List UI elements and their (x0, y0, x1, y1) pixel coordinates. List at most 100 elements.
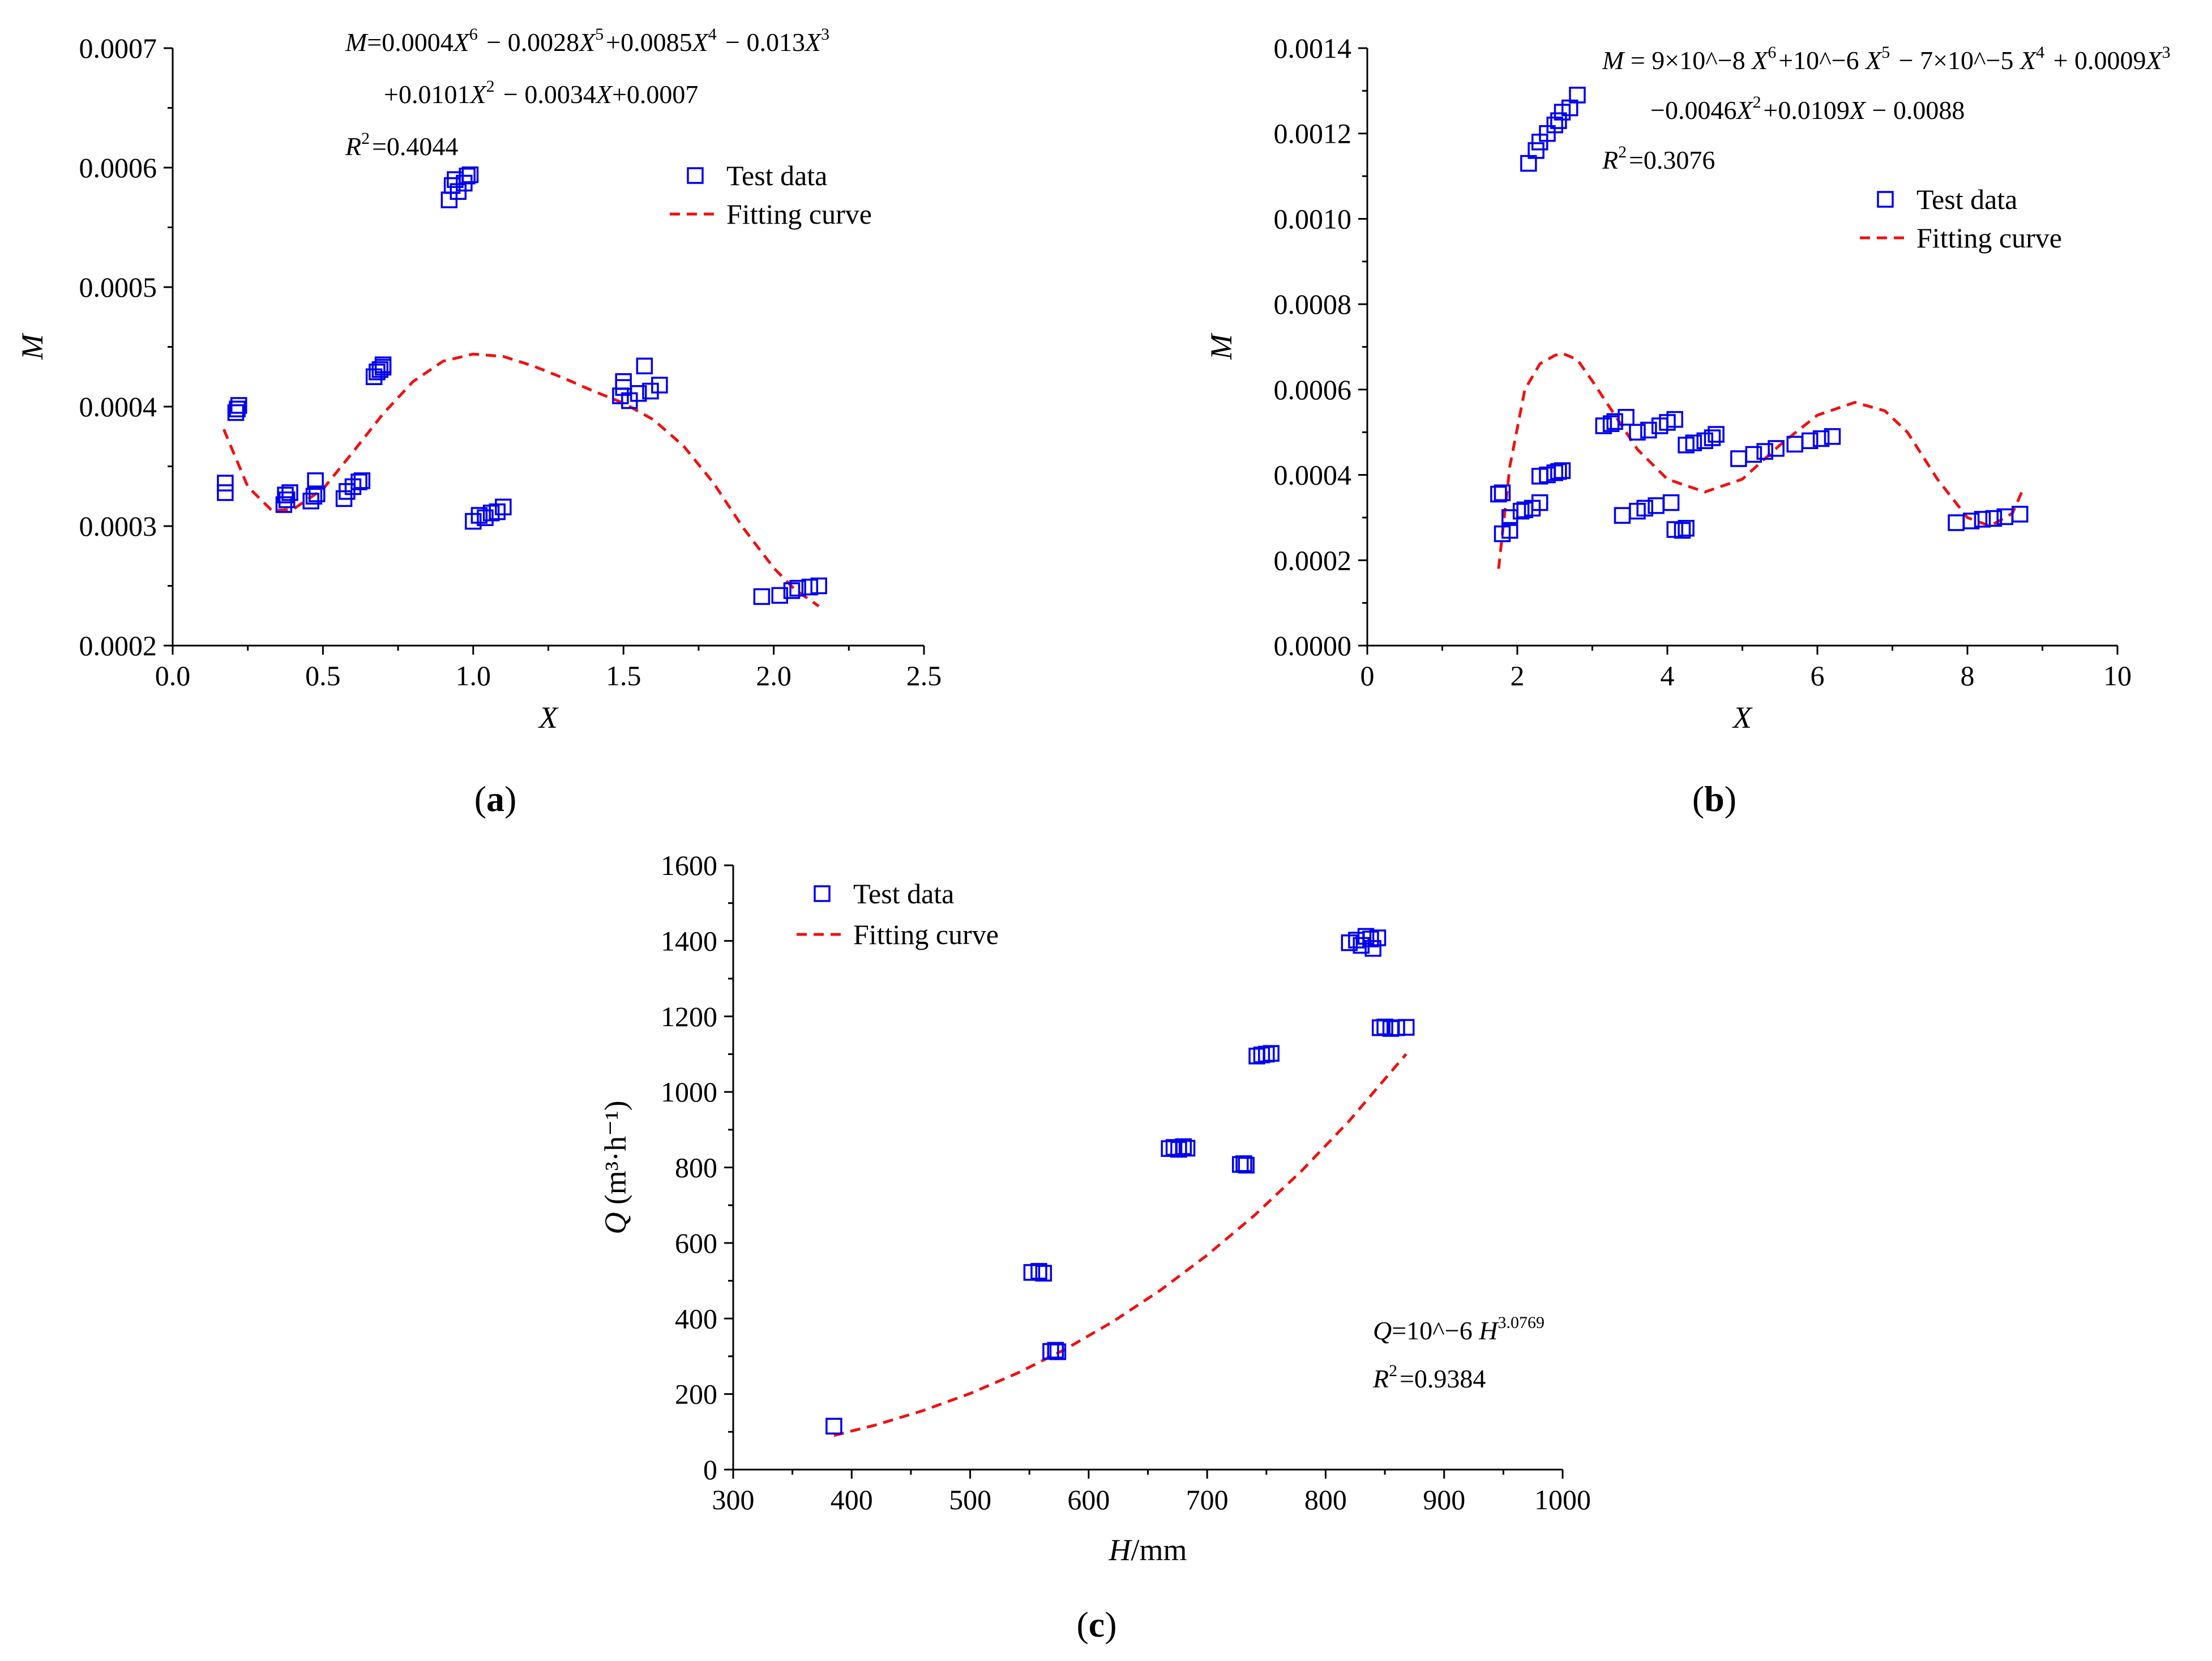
data-point (1662, 494, 1680, 511)
data-point (1554, 462, 1571, 479)
data-point (1388, 1019, 1405, 1036)
data-point (440, 191, 458, 208)
fitting-curve (1497, 352, 2025, 569)
y-tick-label: 400 (675, 1303, 717, 1334)
data-point (1685, 434, 1702, 451)
legend-marker-test-data (814, 885, 831, 902)
data-point (230, 397, 247, 414)
data-point (1263, 1045, 1280, 1062)
data-point (305, 488, 323, 505)
data-point (1640, 421, 1657, 439)
y-tick-label: 0.0008 (1274, 288, 1352, 320)
fit-equation-line: R2 =0.4044 (345, 129, 458, 161)
data-point (1235, 1155, 1252, 1172)
data-point (459, 168, 476, 185)
data-point (1376, 1018, 1393, 1036)
x-tick-label: 300 (712, 1484, 755, 1515)
data-point (636, 357, 653, 375)
data-point (1178, 1139, 1196, 1157)
data-point (1165, 1139, 1183, 1156)
x-tick-label: 700 (1186, 1484, 1229, 1515)
x-tick-label: 0 (1360, 660, 1375, 691)
data-point (1494, 484, 1511, 501)
fitting-curve (222, 352, 820, 608)
data-point (1948, 514, 1965, 531)
y-axis-label: Q (m³·h⁻¹) (598, 1100, 632, 1234)
x-tick-label: 500 (949, 1484, 991, 1515)
data-point (374, 356, 392, 373)
legend-label-fitting-curve: Fitting curve (853, 919, 999, 950)
data-point (350, 473, 367, 490)
legend-label-test-data: Test data (726, 160, 827, 191)
y-tick-label: 0 (703, 1454, 717, 1485)
legend-label-fitting-curve: Fitting curve (726, 198, 872, 230)
panel-label: (c) (1076, 1604, 1116, 1645)
y-tick-label: 0.0010 (1274, 203, 1352, 234)
data-point (353, 472, 371, 489)
data-point (1618, 409, 1635, 426)
y-tick-label: 0.0007 (79, 32, 157, 64)
legend-marker-test-data (687, 167, 704, 184)
fit-equation-line: R2 =0.3076 (1602, 143, 1715, 174)
data-point (443, 177, 461, 194)
y-axis-label: M (15, 332, 49, 360)
panel-a: 0.0 0.5 1.0 1.5 2.0 2.5 0.0002 0.0003 0.0004 0.00… (15, 25, 942, 819)
y-tick-label: 0.0014 (1274, 32, 1352, 64)
data-point (1531, 494, 1548, 511)
data-point (495, 498, 512, 515)
fit-equation-line: +0.0101X2 − 0.0034X+0.0007 (384, 77, 698, 109)
data-point (277, 486, 294, 503)
panel-label: (a) (474, 779, 517, 819)
data-point (1569, 87, 1586, 104)
fit-equation-line: M=0.0004X6 − 0.0028X5 +0.0085X4 − 0.013X… (345, 25, 832, 57)
y-axis-label: M (1204, 332, 1238, 360)
y-tick-label: 0.0003 (79, 510, 157, 542)
panel-label: (b) (1692, 779, 1736, 819)
data-point (477, 509, 494, 526)
x-axis-label: X (1732, 701, 1753, 735)
x-tick-label: 10 (2103, 660, 2132, 691)
x-tick-label: 1.0 (456, 660, 491, 691)
y-tick-label: 0.0012 (1274, 118, 1352, 150)
data-point (461, 166, 479, 183)
y-tick-label: 0.0005 (79, 271, 157, 303)
data-point (1047, 1342, 1064, 1359)
data-point (1501, 522, 1518, 539)
data-point (1161, 1140, 1178, 1157)
x-tick-label: 400 (831, 1484, 873, 1515)
data-point (1614, 507, 1631, 524)
data-point (1756, 443, 1773, 460)
panel-b: 0 2 4 6 8 10 0.0000 0.0002 0.0004 0.0006 0.0008 0.0… (1204, 32, 2171, 819)
x-tick-label: 6 (1811, 660, 1825, 691)
data-point (229, 400, 246, 417)
data-point (1786, 435, 1803, 453)
data-point (1364, 940, 1381, 957)
data-point (615, 373, 632, 390)
data-point (1674, 522, 1691, 539)
data-point (1030, 1263, 1047, 1280)
x-tick-label: 2.0 (756, 660, 791, 691)
data-point (1708, 426, 1725, 443)
data-point (1238, 1156, 1255, 1174)
data-point (783, 582, 801, 599)
data-point (1678, 520, 1695, 537)
x-tick-label: 1000 (1534, 1484, 1591, 1515)
data-point (482, 505, 500, 522)
y-tick-label: 1600 (661, 849, 717, 881)
x-tick-label: 600 (1067, 1484, 1110, 1515)
y-tick-label: 800 (675, 1152, 717, 1184)
fit-equation-line: Q=10^−6 H3.0769 (1373, 1313, 1547, 1345)
data-point (275, 496, 293, 513)
data-point (753, 588, 771, 605)
y-tick-label: 0.0004 (1274, 459, 1352, 491)
y-tick-label: 0.0000 (1274, 630, 1352, 661)
y-tick-label: 1400 (661, 925, 717, 957)
x-tick-label: 0.5 (305, 660, 341, 691)
data-point (1371, 1019, 1389, 1036)
data-point (1512, 502, 1530, 520)
data-point (339, 483, 356, 500)
data-point (1528, 142, 1544, 159)
legend-marker-test-data (1877, 191, 1894, 208)
data-point (1035, 1265, 1052, 1282)
